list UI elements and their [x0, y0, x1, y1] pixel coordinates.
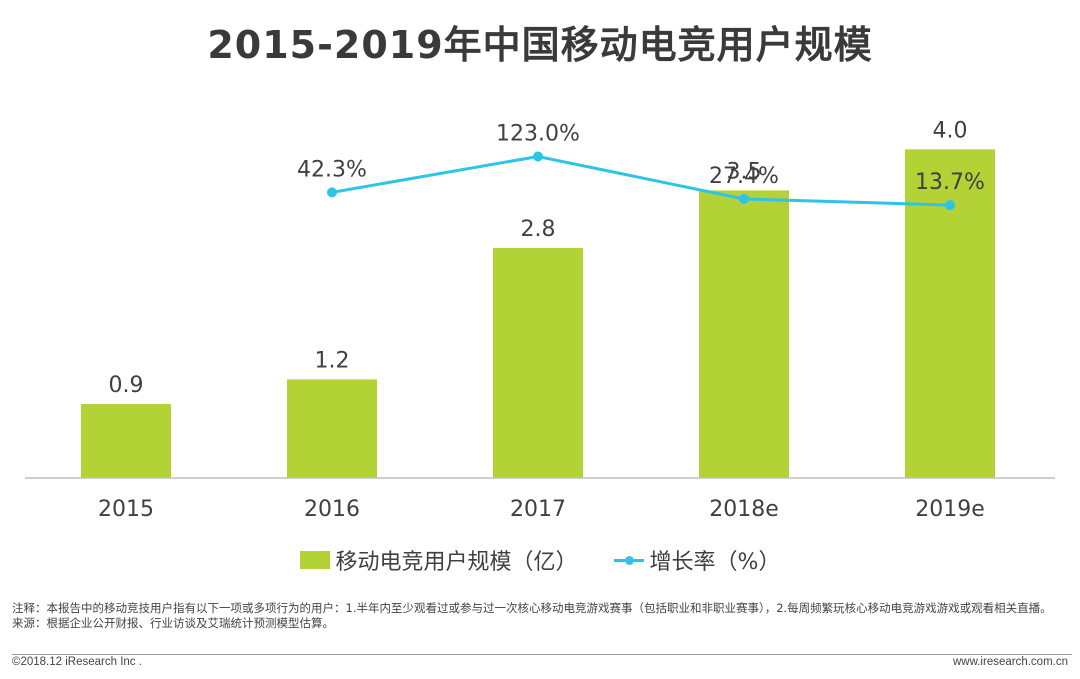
growth-point	[945, 200, 955, 211]
growth-value-label: 27.4%	[709, 164, 779, 189]
x-axis-tick-labels: 2015 2016 2017 2018e 2019e	[98, 497, 985, 522]
bar-2019e	[905, 149, 995, 478]
bar-value-label: 0.9	[109, 373, 144, 398]
footer-divider	[12, 654, 1072, 655]
legend-item-growth: 增长率（%）	[613, 544, 781, 576]
legend: 移动电竞用户规模（亿） 增长率（%）	[0, 544, 1080, 576]
legend-item-users: 移动电竞用户规模（亿）	[299, 544, 578, 576]
bar-value-label: 1.2	[315, 348, 350, 373]
legend-users-label: 移动电竞用户规模（亿）	[335, 550, 578, 575]
growth-value-label: 123.0%	[496, 121, 580, 146]
x-tick-label: 2018e	[709, 497, 779, 522]
x-tick-label: 2015	[98, 497, 154, 522]
bar-value-label: 4.0	[933, 118, 968, 143]
website-link[interactable]: www.iresearch.com.cn	[952, 656, 1068, 668]
notes: 注释：本报告中的移动竞技用户指有以下一项或多项行为的用户：1.半年内至少观看过或…	[12, 601, 1072, 631]
growth-line	[331, 154, 951, 207]
combo-chart: 0.9 1.2 2.8 3.5 4.0 2015 2016 2017 2018e 2019e 4…	[25, 118, 1055, 522]
growth-value-labels: 42.3% 123.0% 27.4% 13.7%	[297, 121, 985, 195]
copyright: ©2018.12 iResearch Inc .	[12, 656, 142, 668]
legend-growth-label: 增长率（%）	[649, 550, 781, 575]
chart-title: 2015-2019年中国移动电竞用户规模	[207, 23, 873, 67]
growth-point	[533, 151, 543, 162]
growth-value-label: 13.7%	[915, 170, 985, 195]
legend-bar-swatch	[299, 551, 330, 569]
bar-2015	[81, 404, 171, 478]
note-definition: 注释：本报告中的移动竞技用户指有以下一项或多项行为的用户：1.半年内至少观看过或…	[12, 601, 1052, 615]
note-source: 来源：根据企业公开财报、行业访谈及艾瑞统计预测模型估算。	[12, 616, 334, 630]
bar-2018e	[699, 190, 789, 479]
x-tick-label: 2017	[510, 497, 566, 522]
x-tick-label: 2019e	[915, 497, 985, 522]
growth-point	[739, 193, 749, 204]
bar-value-labels: 0.9 1.2 2.8 3.5 4.0	[109, 118, 968, 398]
bar-value-label: 2.8	[521, 217, 556, 242]
legend-line-swatch	[613, 551, 644, 569]
bar-value-label: 3.5	[727, 159, 762, 184]
x-tick-label: 2016	[304, 497, 360, 522]
bar-2016	[287, 379, 377, 478]
growth-point	[327, 187, 337, 198]
bar-2017	[493, 247, 583, 478]
bar-series	[81, 149, 995, 479]
growth-value-label: 42.3%	[297, 157, 367, 182]
growth-line-series	[327, 151, 955, 211]
